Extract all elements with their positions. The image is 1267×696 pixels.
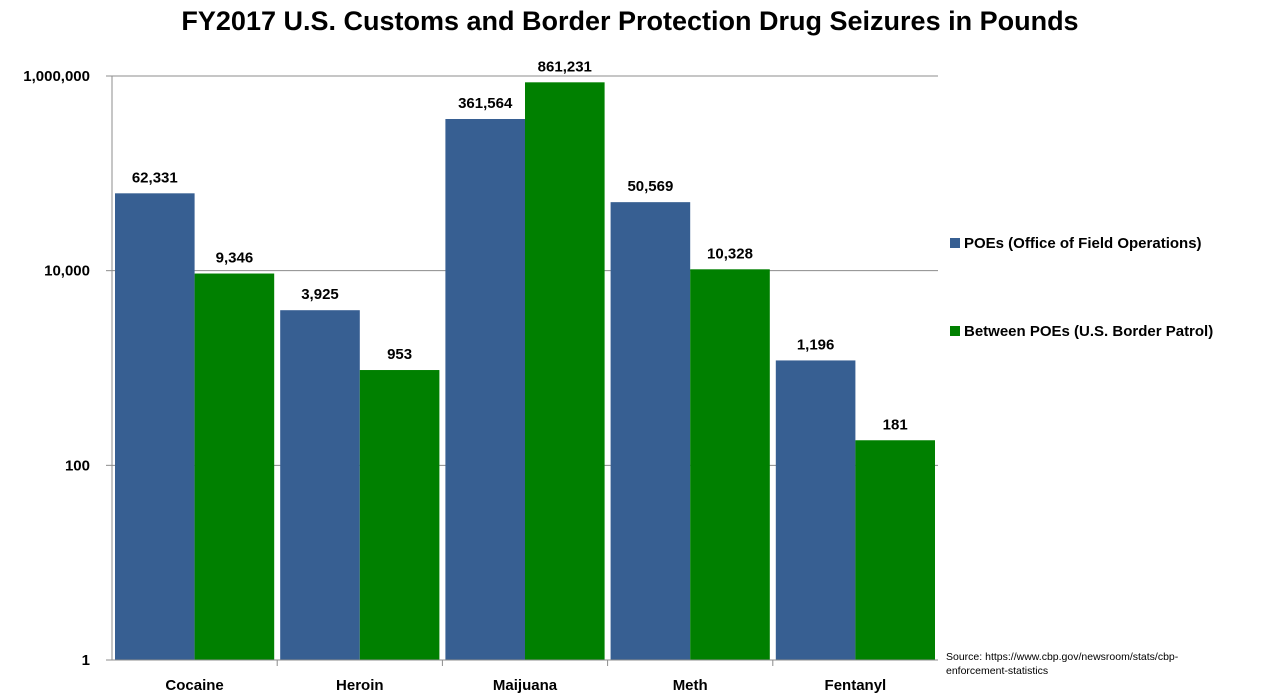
- legend-swatch: [950, 238, 960, 248]
- source-line-1: Source: https://www.cbp.gov/newsroom/sta…: [946, 651, 1179, 663]
- bar: [359, 370, 440, 660]
- chart-title: FY2017 U.S. Customs and Border Protectio…: [181, 6, 1078, 36]
- bar: [775, 360, 856, 660]
- y-tick-label: 100: [65, 457, 90, 474]
- x-tick-label: Heroin: [336, 677, 384, 694]
- bar: [610, 202, 691, 660]
- legend-swatch: [950, 326, 960, 336]
- source-note: Source: https://www.cbp.gov/newsroom/sta…: [946, 651, 1181, 677]
- data-label: 3,925: [301, 286, 339, 303]
- x-tick-label: Maijuana: [493, 677, 558, 694]
- y-tick-label: 1,000,000: [23, 68, 90, 85]
- legend: POEs (Office of Field Operations) Between…: [950, 235, 1213, 340]
- legend-label: POEs (Office of Field Operations): [964, 235, 1202, 252]
- legend-label: Between POEs (U.S. Border Patrol): [964, 323, 1213, 340]
- data-label: 953: [387, 346, 412, 363]
- x-tick-label: Fentanyl: [825, 677, 887, 694]
- data-label: 50,569: [627, 178, 673, 195]
- bar: [445, 119, 525, 661]
- data-label: 9,346: [216, 250, 254, 267]
- data-label: 1,196: [797, 336, 835, 353]
- y-tick-label: 1: [82, 652, 90, 669]
- data-label: 62,331: [132, 169, 178, 186]
- bar: [194, 273, 275, 660]
- data-label: 10,328: [707, 245, 753, 262]
- y-tick-label: 10,000: [44, 263, 90, 280]
- bar: [690, 269, 770, 660]
- bar: [280, 310, 360, 660]
- source-line-2: enforcement-statistics: [946, 665, 1048, 677]
- x-axis: Cocaine Heroin Maijuana Meth Fentanyl: [112, 659, 938, 694]
- x-tick-label: Cocaine: [165, 677, 223, 694]
- bar: [855, 440, 935, 660]
- bars: [115, 82, 935, 661]
- data-label: 861,231: [538, 58, 592, 75]
- bar: [525, 82, 605, 661]
- data-labels: 62,331 9,346 3,925 953 361,564 861,231 50,569 1…: [132, 58, 908, 433]
- data-label: 181: [883, 416, 908, 433]
- bar: [115, 193, 195, 660]
- data-label: 361,564: [458, 95, 513, 112]
- x-tick-label: Meth: [673, 677, 708, 694]
- y-axis: 1 100 10,000 1,000,000: [23, 68, 113, 669]
